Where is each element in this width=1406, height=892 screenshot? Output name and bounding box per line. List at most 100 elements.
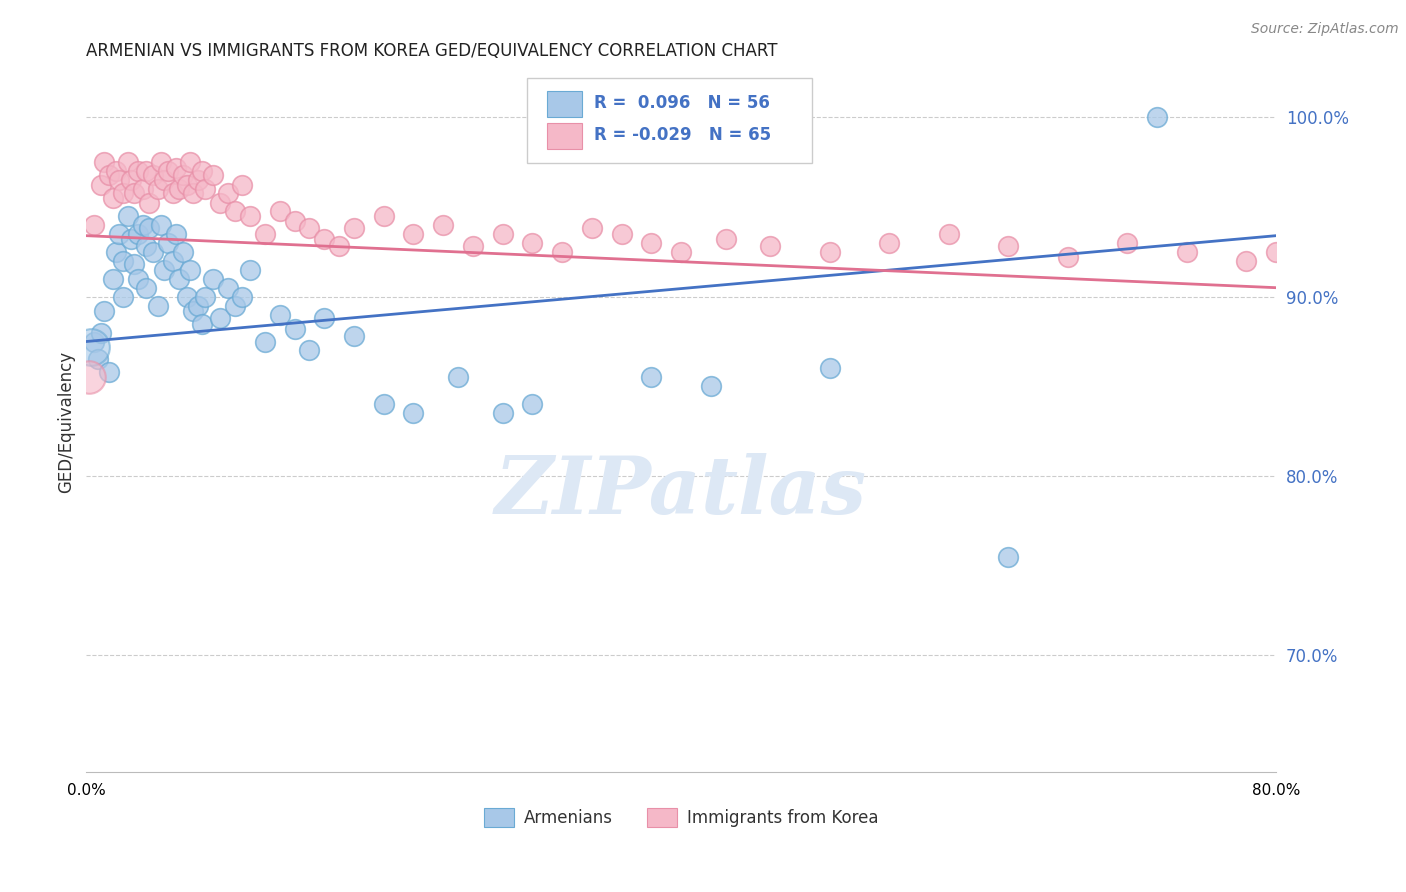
Point (492, 227, 515, 241)
Point (1265, 244, 1288, 259)
Point (402, 227, 425, 241)
Point (112, 253, 135, 268)
Point (209, 311, 232, 326)
Point (298, 343, 321, 358)
Point (101, 191, 124, 205)
Point (194, 290, 217, 304)
Point (157, 164, 180, 178)
Point (1146, 110, 1168, 124)
Point (231, 178, 253, 193)
Point (149, 155, 172, 169)
Point (135, 239, 157, 253)
Point (373, 397, 395, 411)
Point (461, 239, 484, 253)
Point (167, 182, 190, 196)
Point (87, 352, 110, 367)
Point (176, 290, 198, 304)
Point (1116, 235, 1139, 250)
Point (373, 209, 395, 223)
Point (581, 221, 603, 235)
Text: R =  0.096   N = 56: R = 0.096 N = 56 (595, 94, 770, 112)
Point (112, 186, 135, 200)
Point (146, 299, 169, 313)
Point (183, 304, 205, 318)
Point (142, 244, 165, 259)
Text: Source: ZipAtlas.com: Source: ZipAtlas.com (1251, 22, 1399, 37)
Point (105, 164, 128, 178)
Point (1057, 250, 1080, 264)
Point (432, 218, 454, 232)
Point (997, 239, 1019, 253)
Point (152, 262, 174, 277)
Point (879, 235, 901, 250)
Point (997, 549, 1019, 564)
Point (83, 334, 105, 349)
Point (138, 221, 160, 235)
Point (157, 235, 180, 250)
Point (117, 209, 139, 223)
Legend: Armenians, Immigrants from Korea: Armenians, Immigrants from Korea (478, 801, 884, 834)
Point (117, 155, 139, 169)
Point (209, 196, 232, 211)
Point (127, 164, 149, 178)
Point (759, 239, 782, 253)
Text: 0.0%: 0.0% (67, 783, 105, 798)
Point (298, 221, 321, 235)
Point (314, 232, 336, 246)
FancyBboxPatch shape (547, 91, 582, 117)
Point (669, 244, 692, 259)
Point (328, 239, 350, 253)
Y-axis label: GED/Equivalency: GED/Equivalency (58, 351, 75, 493)
Point (179, 262, 201, 277)
Point (269, 203, 291, 218)
Point (122, 257, 145, 271)
Point (187, 173, 209, 187)
Point (135, 164, 157, 178)
Point (217, 281, 239, 295)
Point (97, 365, 120, 379)
Point (132, 182, 155, 196)
Point (231, 290, 253, 304)
Point (105, 244, 128, 259)
Point (80, 340, 103, 354)
Point (224, 203, 246, 218)
Point (172, 168, 194, 182)
Point (176, 178, 198, 193)
Point (551, 244, 574, 259)
Point (402, 406, 425, 420)
Point (112, 290, 135, 304)
Point (201, 168, 224, 182)
Point (253, 227, 276, 241)
Point (179, 155, 201, 169)
Point (224, 299, 246, 313)
FancyBboxPatch shape (547, 123, 582, 149)
Point (343, 221, 366, 235)
Point (492, 406, 515, 420)
Point (239, 209, 262, 223)
Point (142, 168, 165, 182)
Point (135, 281, 157, 295)
Point (640, 235, 662, 250)
Point (120, 232, 142, 246)
Point (167, 271, 190, 285)
Point (165, 227, 187, 241)
Point (97, 168, 120, 182)
Point (83, 218, 105, 232)
Point (127, 227, 149, 241)
Text: 80.0%: 80.0% (1251, 783, 1301, 798)
Point (269, 308, 291, 322)
Point (194, 182, 217, 196)
Text: ZIPatlas: ZIPatlas (495, 453, 868, 531)
Point (700, 379, 723, 393)
Point (149, 218, 172, 232)
Point (138, 196, 160, 211)
Point (314, 311, 336, 326)
Point (90, 178, 112, 193)
Point (522, 397, 544, 411)
Point (165, 161, 187, 175)
Point (283, 214, 305, 228)
Point (1175, 244, 1198, 259)
Text: R = -0.029   N = 65: R = -0.029 N = 65 (595, 126, 772, 144)
Point (818, 361, 841, 376)
Point (93, 304, 115, 318)
